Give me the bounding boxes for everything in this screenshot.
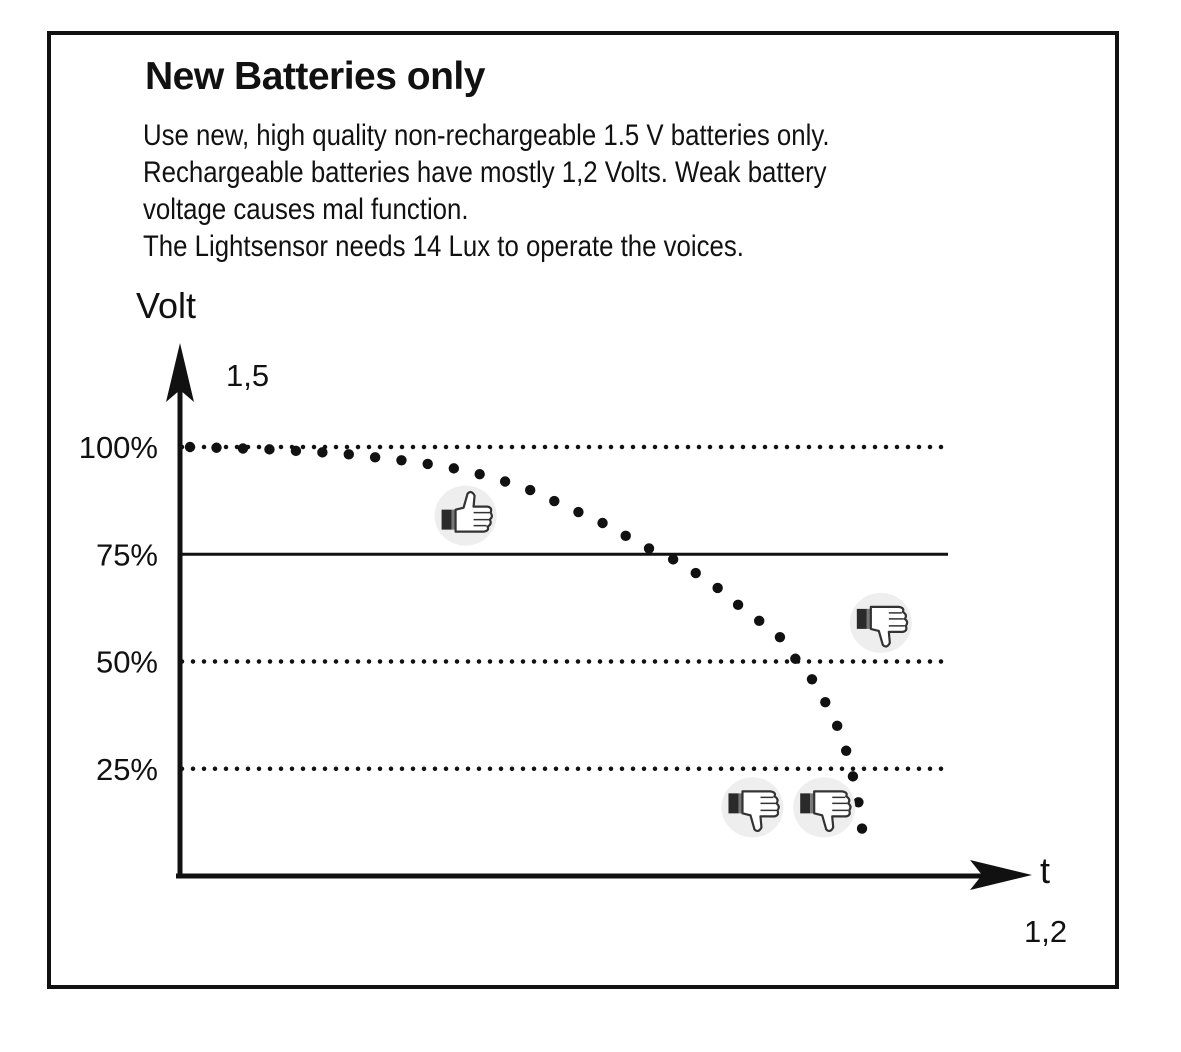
- curve-point: [856, 823, 868, 834]
- y-tick-labels: 100% 75% 50% 25%: [79, 430, 158, 787]
- y-tick-label: 50%: [96, 645, 158, 680]
- discharge-curve: [184, 441, 868, 834]
- curve-point: [806, 674, 818, 685]
- curve-point: [396, 455, 407, 466]
- thumbs-up-icon: [434, 485, 497, 546]
- curve-point: [237, 443, 249, 454]
- y-axis-max-label: 1,5: [226, 358, 269, 393]
- y-tick-label: 25%: [96, 752, 158, 787]
- description-line: The Lightsensor needs 14 Lux to operate …: [143, 230, 744, 263]
- thumbs-down-icon: [849, 592, 912, 653]
- curve-point: [620, 530, 631, 542]
- y-tick-label: 75%: [96, 537, 158, 572]
- curve-point: [831, 720, 843, 732]
- curve-point: [290, 445, 302, 457]
- curve-point: [853, 797, 864, 808]
- curve-point: [597, 517, 608, 529]
- description-block: Use new, high quality non-rechargeable 1…: [143, 117, 830, 265]
- curve-point: [847, 771, 859, 782]
- curve-point: [422, 458, 433, 470]
- y-axis-label: Volt: [136, 285, 196, 326]
- page-title: New Batteries only: [145, 55, 485, 98]
- curve-point: [264, 444, 275, 455]
- curve-point: [211, 442, 222, 453]
- curve-point: [774, 632, 786, 643]
- curve-point: [343, 449, 354, 460]
- axes: [166, 343, 1032, 890]
- y-axis-arrow: [166, 343, 194, 402]
- curve-point: [840, 745, 852, 756]
- description-line: Rechargeable batteries have mostly 1,2 V…: [143, 156, 827, 189]
- curve-point: [524, 484, 536, 496]
- x-axis-arrow: [970, 860, 1032, 890]
- curve-point: [712, 582, 723, 594]
- curve-point: [790, 653, 801, 664]
- curve-point: [667, 554, 679, 565]
- thumbs-down-icon: [721, 777, 784, 838]
- curve-point: [754, 615, 765, 627]
- description-line: voltage causes mal function.: [143, 193, 469, 226]
- curve-point: [317, 447, 328, 458]
- curve-point: [369, 452, 381, 463]
- x-axis-label: t: [1040, 850, 1050, 891]
- curve-point: [499, 476, 511, 487]
- y-tick-label: 100%: [79, 430, 158, 465]
- gridlines: [179, 444, 951, 771]
- curve-point: [474, 469, 485, 480]
- curve-point: [184, 441, 196, 453]
- thumbs-down-icon: [793, 777, 856, 838]
- curve-point: [690, 567, 701, 579]
- curve-point: [448, 463, 460, 474]
- rating-icons: [434, 485, 912, 838]
- diagram-frame: [47, 31, 1119, 989]
- curve-point: [643, 543, 655, 554]
- curve-point: [820, 696, 831, 708]
- description-line: Use new, high quality non-rechargeable 1…: [143, 119, 830, 152]
- curve-point: [573, 506, 584, 518]
- curve-point: [732, 599, 744, 611]
- curve-point: [549, 495, 560, 507]
- x-axis-end-label: 1,2: [1024, 914, 1067, 949]
